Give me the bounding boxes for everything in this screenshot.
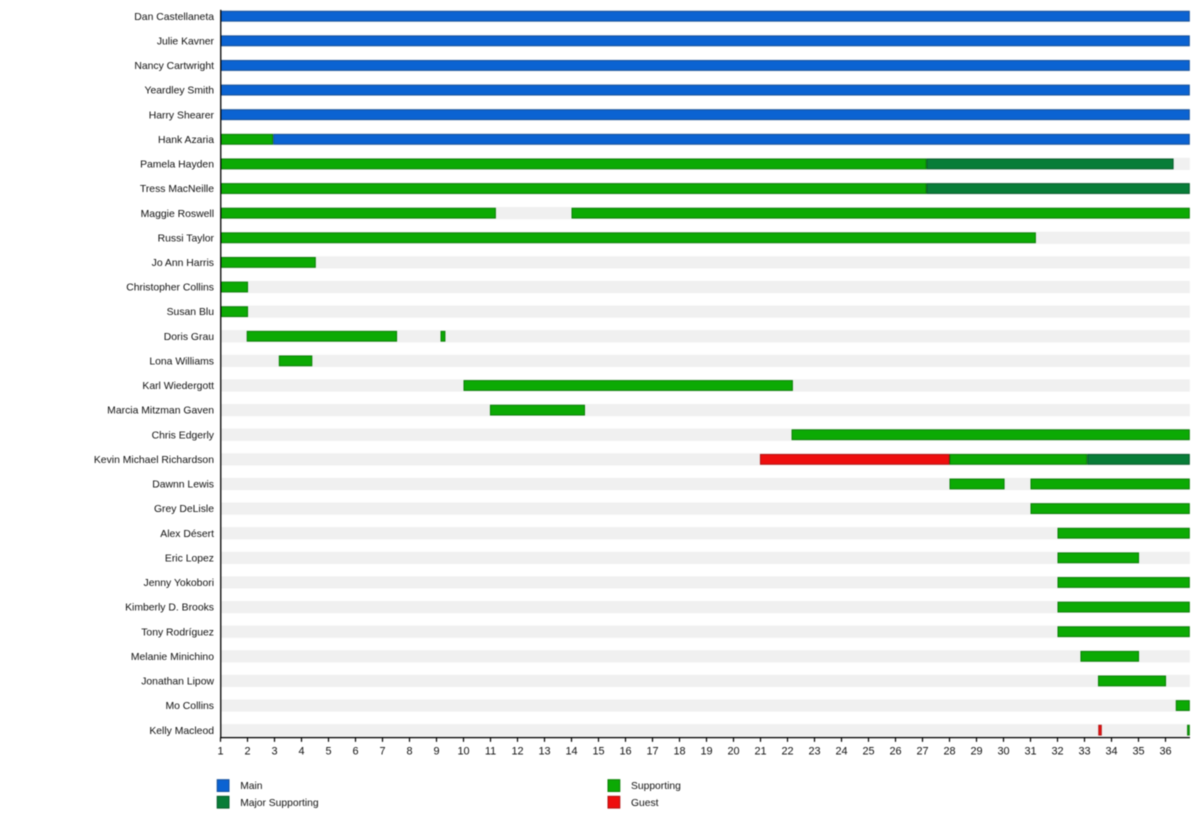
svg-text:15: 15: [592, 746, 604, 758]
svg-text:Dan Castellaneta: Dan Castellaneta: [134, 12, 214, 23]
svg-text:2: 2: [244, 746, 250, 758]
svg-text:9: 9: [433, 746, 439, 758]
svg-text:16: 16: [619, 746, 631, 758]
svg-text:Tress MacNeille: Tress MacNeille: [140, 184, 214, 195]
svg-text:Kevin Michael Richardson: Kevin Michael Richardson: [94, 455, 214, 466]
svg-text:Tony Rodríguez: Tony Rodríguez: [141, 627, 214, 638]
svg-text:30: 30: [997, 746, 1009, 758]
svg-text:35: 35: [1132, 746, 1144, 758]
svg-text:Alex Désert: Alex Désert: [160, 529, 214, 540]
svg-text:Julie Kavner: Julie Kavner: [157, 36, 215, 47]
svg-text:19: 19: [700, 746, 712, 758]
svg-text:28: 28: [943, 746, 955, 758]
svg-text:Eric Lopez: Eric Lopez: [165, 553, 214, 564]
svg-text:32: 32: [1051, 746, 1063, 758]
svg-text:23: 23: [808, 746, 820, 758]
svg-text:Guest: Guest: [631, 798, 659, 809]
svg-text:Chris Edgerly: Chris Edgerly: [152, 430, 215, 441]
svg-text:7: 7: [379, 746, 385, 758]
svg-text:Melanie Minichino: Melanie Minichino: [131, 652, 214, 663]
svg-text:10: 10: [457, 746, 469, 758]
svg-text:34: 34: [1105, 746, 1117, 758]
svg-text:27: 27: [916, 746, 928, 758]
svg-text:1: 1: [217, 746, 223, 758]
svg-text:24: 24: [835, 746, 847, 758]
svg-text:Nancy Cartwright: Nancy Cartwright: [134, 61, 214, 72]
svg-text:18: 18: [673, 746, 685, 758]
svg-text:Jenny Yokobori: Jenny Yokobori: [144, 578, 214, 589]
svg-text:Dawnn Lewis: Dawnn Lewis: [152, 480, 214, 491]
svg-text:26: 26: [889, 746, 901, 758]
svg-text:Marcia Mitzman Gaven: Marcia Mitzman Gaven: [107, 406, 214, 417]
svg-text:Maggie Roswell: Maggie Roswell: [141, 209, 214, 220]
svg-text:Karl Wiedergott: Karl Wiedergott: [142, 381, 214, 392]
svg-text:Harry Shearer: Harry Shearer: [149, 110, 215, 121]
svg-text:Susan Blu: Susan Blu: [167, 307, 215, 318]
svg-text:Major Supporting: Major Supporting: [240, 798, 319, 809]
svg-text:Doris Grau: Doris Grau: [164, 332, 214, 343]
svg-text:11: 11: [485, 746, 496, 758]
svg-text:21: 21: [754, 746, 766, 758]
svg-text:Yeardley Smith: Yeardley Smith: [144, 86, 214, 97]
svg-text:Lona Williams: Lona Williams: [149, 356, 214, 367]
svg-text:Grey DeLisle: Grey DeLisle: [154, 504, 214, 515]
svg-text:Christopher Collins: Christopher Collins: [126, 283, 214, 294]
svg-text:12: 12: [511, 746, 523, 758]
svg-text:22: 22: [781, 746, 793, 758]
svg-text:Hank Azaria: Hank Azaria: [158, 135, 214, 146]
svg-text:Jonathan Lipow: Jonathan Lipow: [141, 677, 214, 688]
svg-text:14: 14: [565, 746, 577, 758]
svg-text:25: 25: [862, 746, 874, 758]
svg-text:4: 4: [298, 746, 304, 758]
svg-text:Mo Collins: Mo Collins: [165, 701, 214, 712]
svg-text:Jo Ann Harris: Jo Ann Harris: [152, 258, 214, 269]
svg-text:Kimberly D. Brooks: Kimberly D. Brooks: [125, 603, 214, 614]
svg-text:3: 3: [271, 746, 277, 758]
svg-text:Kelly Macleod: Kelly Macleod: [149, 726, 214, 737]
svg-text:5: 5: [325, 746, 331, 758]
svg-text:8: 8: [406, 746, 412, 758]
svg-text:Russi Taylor: Russi Taylor: [158, 233, 215, 244]
svg-text:Pamela Hayden: Pamela Hayden: [140, 160, 214, 171]
svg-text:17: 17: [646, 746, 658, 758]
svg-text:31: 31: [1024, 746, 1036, 758]
svg-text:6: 6: [352, 746, 358, 758]
svg-text:33: 33: [1078, 746, 1090, 758]
svg-text:20: 20: [727, 746, 739, 758]
svg-text:13: 13: [538, 746, 550, 758]
svg-text:36: 36: [1159, 746, 1171, 758]
svg-text:29: 29: [970, 746, 982, 758]
svg-text:Main: Main: [240, 781, 263, 792]
svg-text:Supporting: Supporting: [631, 781, 681, 792]
